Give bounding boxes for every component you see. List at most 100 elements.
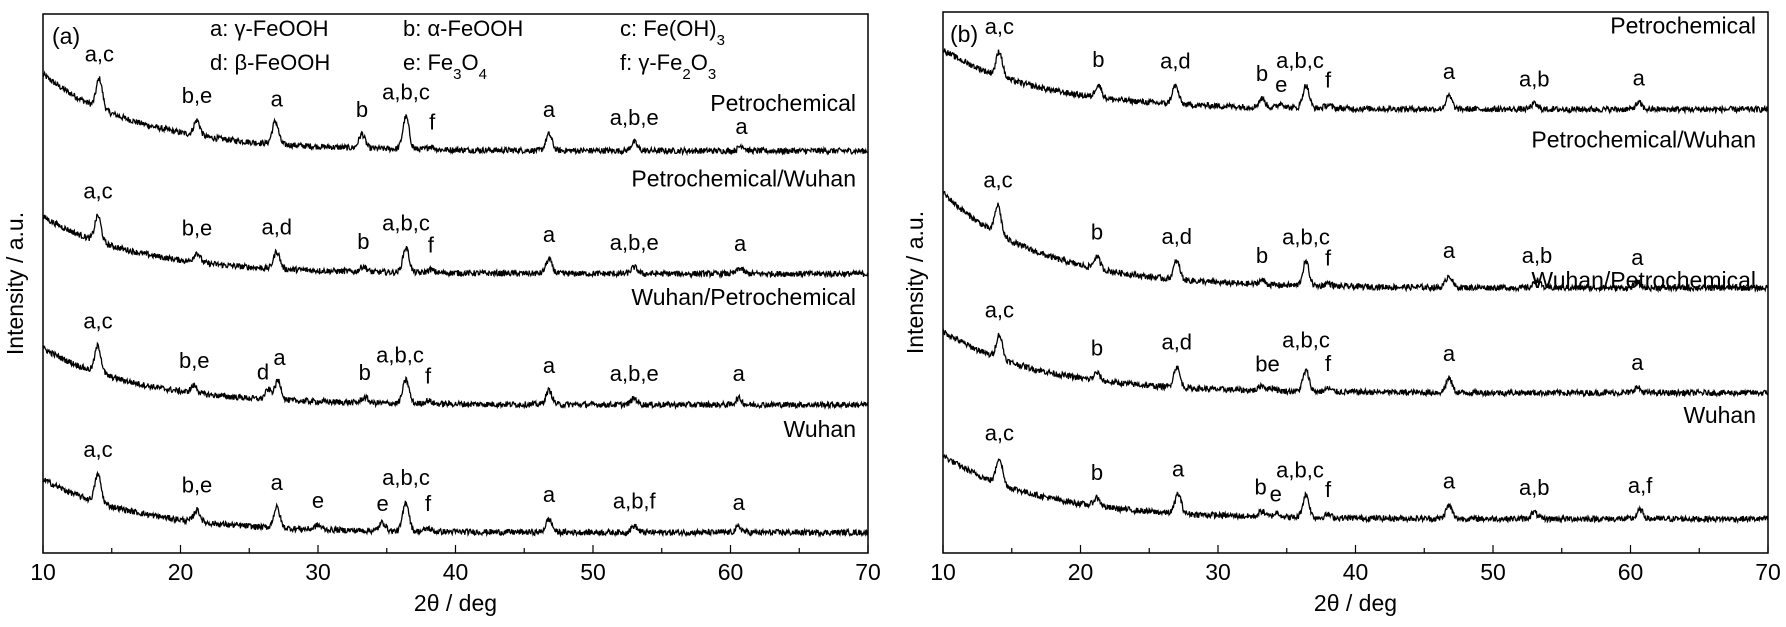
- x-tick-label: 10: [30, 559, 56, 585]
- peak-label: a: [271, 86, 284, 111]
- peak-label: a,c: [83, 178, 112, 203]
- peak-label: f: [1325, 246, 1332, 271]
- x-tick-label: 40: [443, 559, 469, 585]
- peak-label: e: [312, 488, 324, 513]
- peak-label: b: [1255, 474, 1267, 499]
- peak-label: a,b,c: [1282, 225, 1330, 250]
- legend-entry: d: β-FeOOH: [210, 50, 330, 75]
- peak-label: a,b,c: [1276, 457, 1324, 482]
- peak-label: b: [1091, 336, 1103, 361]
- peak-label: d: [257, 360, 269, 385]
- peak-label: f: [428, 232, 435, 257]
- peak-label: b: [1091, 460, 1103, 485]
- series-name-label: Petrochemical: [710, 90, 856, 116]
- peak-label: a,c: [83, 309, 112, 334]
- peak-label: a: [1443, 238, 1456, 263]
- peak-label: b,e: [182, 473, 213, 498]
- series-line-petrochemical-wuhan: [42, 213, 869, 280]
- panel-label: (b): [950, 21, 978, 47]
- peak-label: a,b,c: [382, 465, 430, 490]
- peak-label: a: [733, 361, 746, 386]
- peak-label: f: [1325, 477, 1332, 502]
- x-tick-label: 20: [1068, 559, 1094, 585]
- peak-label: f: [429, 109, 436, 134]
- peak-label: b: [356, 97, 368, 122]
- peak-label: a: [1631, 350, 1644, 375]
- x-tick-label: 20: [168, 559, 194, 585]
- peak-label: a: [734, 231, 747, 256]
- peak-label: a,b: [1519, 475, 1550, 500]
- x-tick-label: 60: [1618, 559, 1644, 585]
- peak-label: a: [1443, 468, 1456, 493]
- peak-label: f: [425, 491, 432, 516]
- x-tick-label: 50: [1480, 559, 1506, 585]
- legend-entry: a: γ-FeOOH: [210, 16, 329, 41]
- peak-label: a,d: [1161, 224, 1192, 249]
- peak-label: e: [1275, 72, 1287, 97]
- peak-label: b,e: [182, 215, 213, 240]
- peak-label: b: [1256, 243, 1268, 268]
- peak-label: a: [733, 490, 746, 515]
- peak-label: a: [271, 470, 284, 495]
- series-name-label: Wuhan: [1684, 402, 1756, 428]
- peak-label: a,c: [85, 41, 114, 66]
- series-name-label: Petrochemical/Wuhan: [631, 165, 856, 191]
- x-axis-title: 2θ / deg: [414, 590, 497, 616]
- series-name-label: Wuhan: [784, 416, 856, 442]
- peak-label: a,c: [983, 168, 1012, 193]
- peak-label: a,f: [1628, 473, 1653, 498]
- series-line-wuhan: [42, 470, 869, 538]
- peak-label: e: [377, 491, 389, 516]
- legend-entry: f: γ-Fe2O3: [620, 50, 716, 83]
- legend-entry: b: α-FeOOH: [403, 16, 523, 41]
- peak-label: a,b,f: [613, 489, 657, 514]
- peak-label: a: [1631, 245, 1644, 270]
- peak-label: b: [1091, 219, 1103, 244]
- peak-label: a: [1633, 66, 1646, 91]
- peak-label: e: [1270, 482, 1282, 507]
- peak-label: a,d: [1161, 330, 1192, 355]
- peak-label: b: [359, 360, 371, 385]
- peak-label: a: [543, 482, 556, 507]
- panel-a: 10 20 30 40 50 60 70 2θ / deg Intensity / a.u. (a…: [2, 13, 881, 616]
- series-name-label: Petrochemical: [1610, 13, 1756, 39]
- x-tick-label: 70: [1755, 559, 1781, 585]
- peak-label: a,b,c: [382, 210, 430, 235]
- peak-label: a,c: [985, 14, 1014, 39]
- peak-label: a,d: [1160, 48, 1191, 73]
- peak-label: a: [1443, 341, 1456, 366]
- x-axis-title: 2θ / deg: [1314, 590, 1397, 616]
- peak-label: a,b,e: [610, 361, 659, 386]
- series-line-petrochemical-wuhan: [942, 190, 1769, 294]
- peak-label: a,c: [985, 420, 1014, 445]
- peak-label: a,b,e: [610, 105, 659, 130]
- series-line-petrochemical: [942, 48, 1769, 115]
- y-axis-title: Intensity / a.u.: [2, 212, 28, 355]
- peak-label: a,b,c: [1282, 328, 1330, 353]
- peak-label: a: [1172, 457, 1185, 482]
- peak-label: a,c: [83, 437, 112, 462]
- x-tick-label: 10: [930, 559, 956, 585]
- peak-label: a,b,c: [376, 343, 424, 368]
- series-line-wuhan-petrochemical: [942, 328, 1769, 399]
- peak-label: b,e: [179, 348, 210, 373]
- peak-label: a,b: [1522, 243, 1553, 268]
- x-tick-label: 60: [718, 559, 744, 585]
- series-line-petrochemical: [42, 70, 869, 157]
- peak-label: a: [543, 353, 556, 378]
- peak-label: b,e: [182, 83, 213, 108]
- peak-label: a: [273, 345, 286, 370]
- peak-label: f: [1325, 68, 1332, 93]
- series-name-label: Petrochemical/Wuhan: [1531, 126, 1756, 152]
- y-axis-title: Intensity / a.u.: [902, 211, 928, 354]
- series-name-label: Wuhan/Petrochemical: [631, 284, 856, 310]
- peak-label: a,b,c: [382, 80, 430, 105]
- peak-label: a,d: [261, 214, 292, 239]
- panel-label: (a): [52, 23, 80, 49]
- peak-label: b: [1092, 47, 1104, 72]
- peak-label: f: [1325, 351, 1332, 376]
- series-line-wuhan: [942, 454, 1769, 525]
- series-line-wuhan-petrochemical: [42, 341, 869, 411]
- legend-entry: e: Fe3O4: [403, 50, 487, 83]
